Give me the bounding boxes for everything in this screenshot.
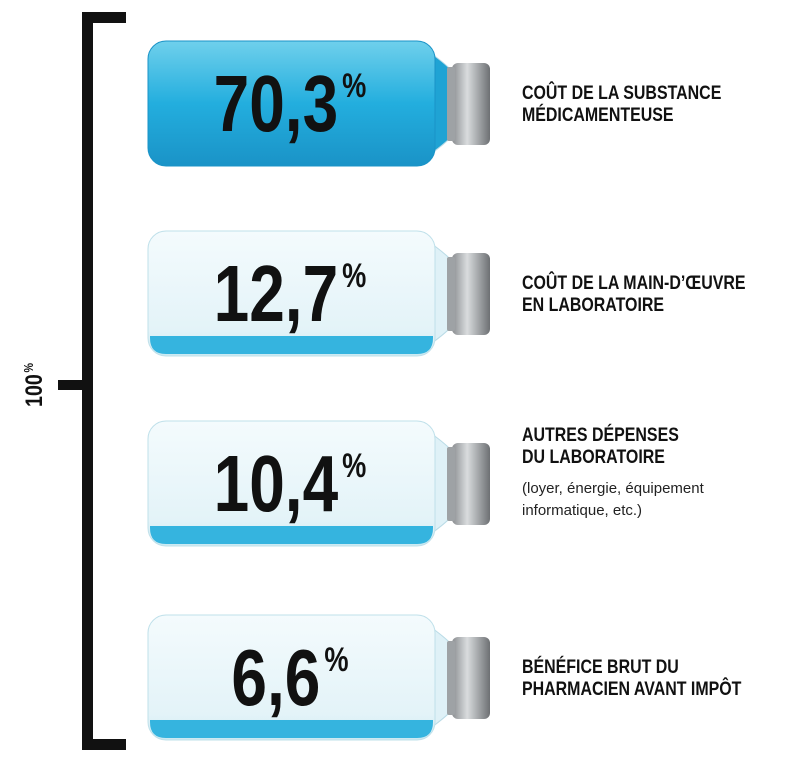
item-label: PHARMACIEN AVANT IMPÔT (522, 677, 742, 700)
unit: % (324, 640, 348, 679)
bottle-cap (452, 253, 490, 335)
value: 10,4 (214, 439, 339, 528)
cap-ring (447, 447, 455, 521)
item-label: DU LABORATOIRE (522, 446, 665, 468)
unit: % (342, 66, 366, 105)
page: {"total": {"value": "100", "unit": "%"},… (0, 0, 792, 762)
item-label: AUTRES DÉPENSES (522, 423, 679, 446)
bottle-cap (452, 443, 490, 525)
item-label: BÉNÉFICE BRUT DU (522, 655, 679, 678)
item-label: EN LABORATOIRE (522, 294, 664, 316)
bottle-liquid (150, 336, 433, 354)
item-note: (loyer, énergie, équipement (522, 480, 705, 497)
bottle-cap (452, 63, 490, 145)
cap-ring (447, 641, 455, 715)
item-label: COÛT DE LA SUBSTANCE (522, 81, 722, 104)
total-unit: % (21, 363, 36, 373)
bottle-cap (452, 637, 490, 719)
infographic: 100%70,3%COÛT DE LA SUBSTANCEMÉDICAMENTE… (0, 0, 792, 762)
value: 12,7 (214, 249, 339, 338)
cap-ring (447, 67, 455, 141)
total-label: 100% (20, 363, 47, 407)
total-value: 100 (20, 374, 47, 407)
item-note: informatique, etc.) (522, 502, 642, 519)
value: 70,3 (214, 59, 339, 148)
item-label: MÉDICAMENTEUSE (522, 103, 674, 126)
item-label: COÛT DE LA MAIN-D’ŒUVRE (522, 271, 746, 294)
cap-ring (447, 257, 455, 331)
value: 6,6 (231, 633, 320, 722)
unit: % (342, 446, 366, 485)
bracket (58, 12, 126, 750)
total-inner: 100% (20, 363, 47, 407)
unit: % (342, 256, 366, 295)
bottle-liquid (150, 526, 433, 544)
bottle-liquid (150, 720, 433, 738)
